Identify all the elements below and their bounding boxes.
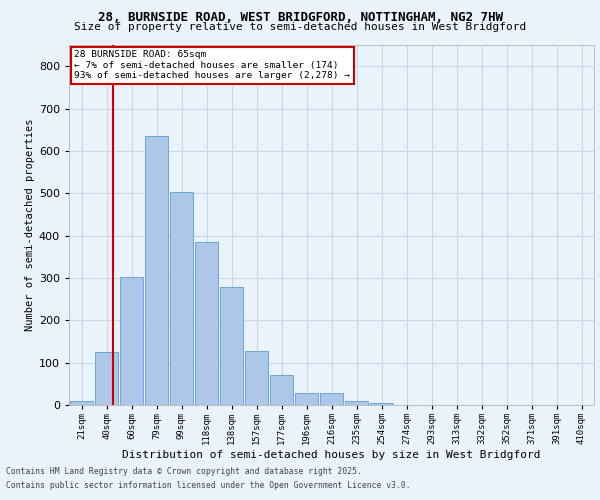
Bar	[220, 288, 244, 405]
Text: 28, BURNSIDE ROAD, WEST BRIDGFORD, NOTTINGHAM, NG2 7HW: 28, BURNSIDE ROAD, WEST BRIDGFORD, NOTTI…	[97, 11, 503, 24]
Bar	[145, 136, 169, 405]
Text: 28 BURNSIDE ROAD: 65sqm
← 7% of semi-detached houses are smaller (174)
93% of se: 28 BURNSIDE ROAD: 65sqm ← 7% of semi-det…	[74, 50, 350, 80]
Text: Contains HM Land Registry data © Crown copyright and database right 2025.: Contains HM Land Registry data © Crown c…	[6, 467, 362, 476]
Bar	[70, 401, 94, 405]
Bar	[245, 351, 268, 405]
Bar	[95, 352, 118, 405]
Bar	[320, 393, 343, 405]
Text: Size of property relative to semi-detached houses in West Bridgford: Size of property relative to semi-detach…	[74, 22, 526, 32]
Bar	[194, 242, 218, 405]
X-axis label: Distribution of semi-detached houses by size in West Bridgford: Distribution of semi-detached houses by …	[122, 450, 541, 460]
Bar	[370, 403, 394, 405]
Text: Contains public sector information licensed under the Open Government Licence v3: Contains public sector information licen…	[6, 481, 410, 490]
Bar	[119, 277, 143, 405]
Bar	[344, 401, 368, 405]
Y-axis label: Number of semi-detached properties: Number of semi-detached properties	[25, 118, 35, 331]
Bar	[170, 192, 193, 405]
Bar	[269, 376, 293, 405]
Bar	[295, 393, 319, 405]
